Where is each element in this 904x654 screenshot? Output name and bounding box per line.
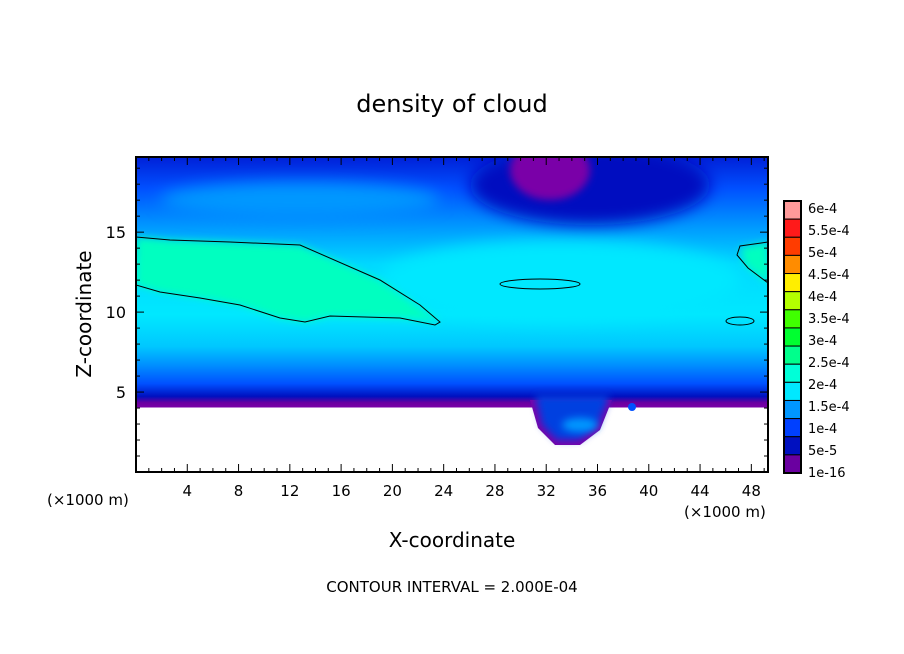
contour-lines bbox=[136, 236, 768, 326]
field-blank-lower bbox=[136, 408, 768, 472]
colorbar-label: 1e-4 bbox=[808, 422, 837, 437]
colorbar-label: 3e-4 bbox=[808, 334, 837, 349]
colorbar-swatch bbox=[783, 273, 802, 293]
x-unit-right: (×1000 m) bbox=[684, 503, 766, 521]
x-tick-label: 44 bbox=[691, 482, 710, 500]
chart-title: density of cloud bbox=[356, 90, 547, 118]
colorbar-label: 4.5e-4 bbox=[808, 268, 850, 283]
x-tick-label: 8 bbox=[234, 482, 244, 500]
colorbar-swatch bbox=[783, 454, 802, 474]
colorbar-label: 2e-4 bbox=[808, 378, 837, 393]
colorbar-label: 3.5e-4 bbox=[808, 312, 850, 327]
x-tick-label: 36 bbox=[588, 482, 607, 500]
x-tick-label: 20 bbox=[383, 482, 402, 500]
x-tick-label: 32 bbox=[537, 482, 556, 500]
colorbar-label: 6e-4 bbox=[808, 202, 837, 217]
contour-line-left bbox=[136, 236, 441, 326]
colorbar-label: 5.5e-4 bbox=[808, 224, 850, 239]
x-axis-label: X-coordinate bbox=[389, 528, 516, 552]
colorbar-swatch bbox=[783, 399, 802, 420]
colorbar-label: 1e-16 bbox=[808, 466, 846, 481]
field-dip-dot bbox=[628, 403, 636, 411]
colorbar-swatch bbox=[783, 291, 802, 311]
colorbar-label: 5e-5 bbox=[808, 444, 837, 459]
colorbar-swatch bbox=[783, 345, 802, 365]
colorbar-swatch bbox=[783, 254, 802, 275]
x-tick-label: 28 bbox=[485, 482, 504, 500]
colorbar-swatch bbox=[783, 309, 802, 329]
field-green-region bbox=[136, 237, 440, 322]
contour-interval-footer: CONTOUR INTERVAL = 2.000E-04 bbox=[326, 578, 577, 596]
x-tick-label: 4 bbox=[183, 482, 193, 500]
colorbar-swatch bbox=[783, 381, 802, 401]
colorbar-swatch bbox=[783, 436, 802, 456]
y-tick-label: 5 bbox=[116, 383, 126, 402]
field-dip-core bbox=[562, 418, 598, 432]
colorbar-swatch bbox=[783, 218, 802, 238]
field-blob-purple-top bbox=[510, 157, 590, 200]
x-tick-label: 16 bbox=[332, 482, 351, 500]
contour-field bbox=[136, 157, 768, 472]
colorbar-label: 4e-4 bbox=[808, 290, 837, 305]
x-tick-label: 40 bbox=[639, 482, 658, 500]
x-unit-left: (×1000 m) bbox=[47, 491, 129, 509]
y-tick-label: 15 bbox=[106, 223, 126, 242]
colorbar-swatch bbox=[783, 200, 802, 220]
colorbar-label: 5e-4 bbox=[808, 246, 837, 261]
colorbar-swatch bbox=[783, 327, 802, 347]
contour-line-right bbox=[736, 241, 768, 284]
field-blob-lightblue bbox=[160, 182, 440, 218]
colorbar-frame bbox=[783, 200, 802, 474]
plot-frame bbox=[135, 156, 769, 473]
colorbar-swatch bbox=[783, 236, 802, 256]
x-tick-label: 24 bbox=[434, 482, 453, 500]
x-axis: 4 8 12 16 20 24 28 32 36 40 44 48 bbox=[148, 157, 765, 500]
y-axis-label: Z-coordinate bbox=[72, 250, 96, 377]
colorbar-label: 2.5e-4 bbox=[808, 356, 850, 371]
x-tick-label: 12 bbox=[280, 482, 299, 500]
colorbar-label: 1.5e-4 bbox=[808, 400, 850, 415]
colorbar: 6e-4 5.5e-4 5e-4 4.5e-4 4e-4 3.5e-4 3e-4 2.5e-4… bbox=[783, 200, 850, 481]
field-green-right bbox=[740, 242, 768, 283]
colorbar-swatch bbox=[783, 418, 802, 438]
x-tick-label: 48 bbox=[742, 482, 761, 500]
contour-line-center bbox=[499, 278, 581, 290]
y-tick-label: 10 bbox=[106, 303, 126, 322]
contour-line-small-right bbox=[725, 316, 755, 326]
y-axis: 5 10 15 bbox=[106, 167, 768, 457]
colorbar-swatch bbox=[783, 363, 802, 383]
